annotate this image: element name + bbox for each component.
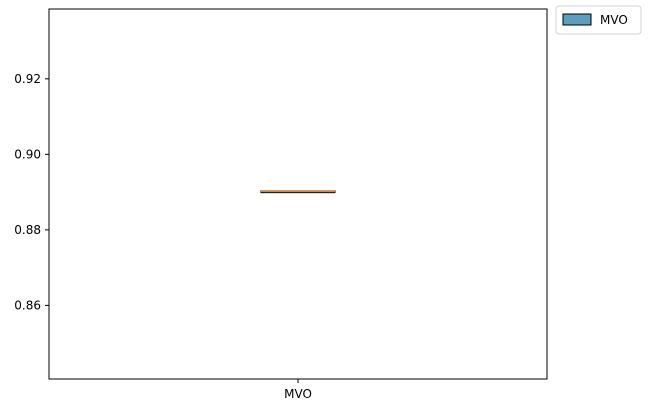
legend-frame	[555, 5, 642, 35]
legend-swatch-mvo	[562, 13, 592, 26]
legend: MVO	[555, 5, 642, 35]
legend-label-mvo: MVO	[600, 13, 628, 27]
y-tick-label: 0.86	[14, 298, 41, 312]
plot-frame	[48, 8, 548, 380]
y-tick-label: 0.90	[14, 147, 41, 161]
y-tick-label: 0.92	[14, 72, 41, 86]
x-tick-label: MVO	[284, 387, 312, 401]
y-tick-label: 0.88	[14, 223, 41, 237]
